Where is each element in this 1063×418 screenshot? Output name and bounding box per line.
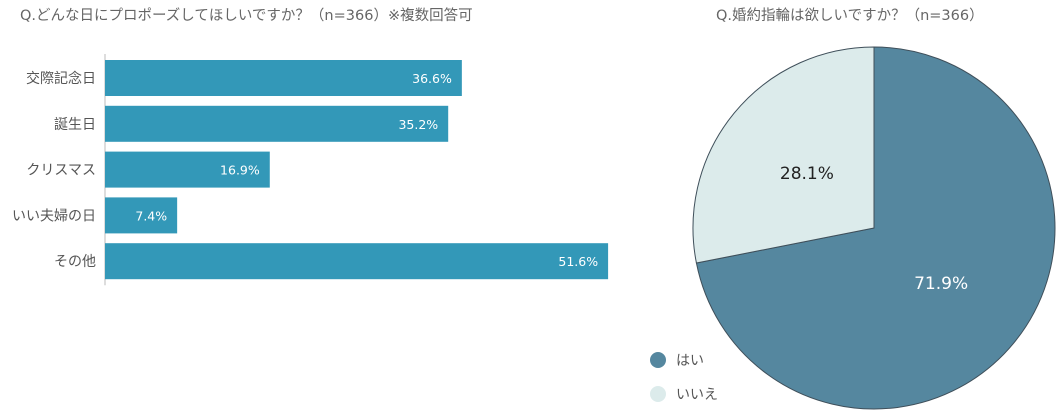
legend-label-yes: はい <box>676 353 704 369</box>
bar-value-label: 7.4% <box>135 208 167 223</box>
legend-item-no[interactable]: いいえ <box>650 384 718 404</box>
bar-chart-title: Q.どんな日にプロポーズしてほしいですか？（n=366）※複数回答可 <box>20 8 473 24</box>
bar-value-label: 16.9% <box>220 163 260 178</box>
pie-value-label: 71.9% <box>914 274 968 294</box>
bar-category-label: いい夫婦の日 <box>12 207 96 224</box>
bar-category-label: 交際記念日 <box>26 70 96 87</box>
pie-legend: はい いいえ <box>650 350 718 418</box>
bar-value-label: 36.6% <box>412 71 452 86</box>
bar-category-label: クリスマス <box>26 163 96 179</box>
bar[interactable] <box>105 60 462 96</box>
bar-value-label: 35.2% <box>398 117 438 132</box>
bar[interactable] <box>105 151 270 188</box>
bar-chart: 交際記念日 36.6% 誕生日 35.2% クリスマス 16.9% いい夫婦の日 7.4% その… <box>12 54 609 286</box>
bar[interactable] <box>105 105 449 142</box>
legend-swatch-no <box>650 386 666 402</box>
bar[interactable] <box>105 197 178 234</box>
bar[interactable] <box>105 243 609 280</box>
bar-category-label: 誕生日 <box>54 117 96 133</box>
pie-value-label: 28.1% <box>780 164 834 184</box>
legend-item-yes[interactable]: はい <box>650 350 718 370</box>
bar-category-label: その他 <box>54 254 96 270</box>
bar-value-label: 51.6% <box>558 254 598 269</box>
pie-chart-title: Q.婚約指輪は欲しいですか？（n=366） <box>716 8 984 24</box>
pie-slice[interactable] <box>692 46 875 264</box>
legend-swatch-yes <box>650 352 666 368</box>
legend-label-no: いいえ <box>676 387 718 403</box>
pie-slice[interactable] <box>695 46 1056 410</box>
